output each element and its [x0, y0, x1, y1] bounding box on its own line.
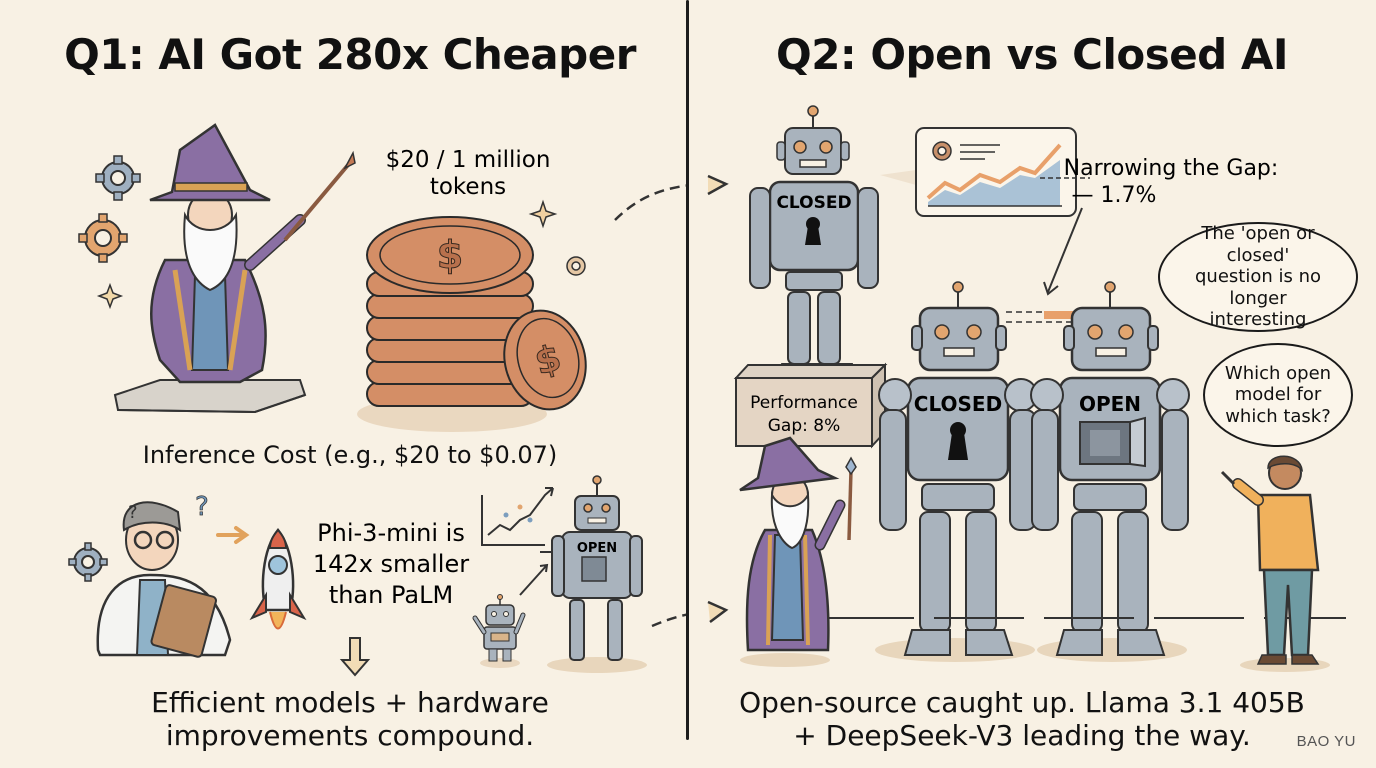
wizard-figure — [739, 436, 857, 667]
transition-arrow-icon — [614, 184, 686, 221]
wizard-figure — [113, 123, 356, 414]
coin-stack-icon: $ $ — [357, 216, 587, 432]
closed-robot-figure: CLOSED — [875, 281, 1038, 662]
transition-arrow-icon — [651, 613, 686, 628]
arrow-icon — [519, 563, 549, 596]
arrow-right-icon — [216, 526, 250, 544]
gear-icon — [68, 542, 108, 582]
open-robot-figure: OPEN — [1030, 281, 1190, 662]
open-robot-label: OPEN — [1079, 392, 1141, 416]
bubble-text-line: interesting — [1209, 309, 1307, 331]
right-panel-illustration: CLOSED Performance Gap: 8% Narrowing the… — [707, 105, 1346, 672]
open-robot-figure: OPEN — [547, 475, 647, 673]
inference-cost-caption: Inference Cost (e.g., $20 to $0.07) — [142, 441, 558, 469]
left-panel-title: Q1: AI Got 280x Cheaper — [64, 30, 636, 79]
gap-marker — [1044, 311, 1074, 319]
sparkle-icon — [96, 282, 124, 310]
podium-label-line1: Performance — [750, 393, 858, 413]
growth-chart-icon — [481, 487, 554, 553]
bubble-text-line: question is no longer — [1194, 266, 1321, 309]
arrowhead-icon — [707, 600, 729, 623]
gear-icon — [78, 213, 128, 263]
caption-line: Efficient models + hardware — [151, 686, 549, 719]
bubble-text-line: Which open — [1224, 362, 1332, 384]
gap-callout-line2: — 1.7% — [1072, 183, 1157, 208]
gear-icon — [566, 256, 586, 276]
phi-callout-line2: 142x smaller — [313, 550, 469, 578]
podium-closed-robot-figure: CLOSED Performance Gap: 8% — [733, 105, 888, 449]
tiny-robot-figure — [472, 594, 526, 668]
bubble-text-line: model for — [1234, 384, 1322, 406]
author-signature: BAO YU — [1296, 733, 1356, 750]
right-panel-title: Q2: Open vs Closed AI — [776, 30, 1289, 79]
podium-label-line2: Gap: 8% — [768, 416, 840, 436]
panel-divider — [686, 0, 689, 740]
svg-text:?: ? — [128, 502, 138, 523]
arrowhead-icon — [707, 174, 729, 196]
caption-line: + DeepSeek-V3 leading the way. — [793, 719, 1251, 753]
arrow-icon — [1043, 207, 1083, 296]
caption-line: improvements compound. — [165, 719, 535, 753]
price-callout-line1: $20 / 1 million — [386, 147, 551, 173]
speech-bubble-open-or-closed: The 'open or closed' question is no long… — [1158, 222, 1358, 332]
sparkle-icon — [528, 199, 558, 229]
closed-robot-label: CLOSED — [914, 392, 1002, 416]
gear-icon — [95, 155, 141, 201]
gap-chart-card — [880, 127, 1090, 217]
arrow-down-icon — [339, 637, 371, 677]
gap-callout-line1: Narrowing the Gap: — [1064, 156, 1279, 181]
bubble-text-line: The 'open or closed' — [1201, 223, 1315, 266]
left-bottom-caption: Efficient models + hardware improvements… — [60, 686, 640, 752]
speech-bubble-which-model: Which open model for which task? — [1203, 343, 1353, 447]
person-pointing-figure — [1220, 455, 1330, 672]
right-bottom-caption: Open-source caught up. Llama 3.1 405B + … — [712, 686, 1332, 752]
gear-icon — [932, 141, 952, 161]
phi-callout-line3: than PaLM — [329, 581, 453, 609]
svg-text:$: $ — [437, 233, 463, 277]
caption-line: Open-source caught up. Llama 3.1 405B — [739, 686, 1305, 719]
rocket-icon — [249, 527, 307, 630]
left-panel-illustration: $20 / 1 million tokens $ $ ? ? — [68, 123, 686, 677]
svg-text:?: ? — [195, 492, 209, 522]
confused-scientist-figure: ? ? — [96, 492, 232, 658]
bubble-text-line: which task? — [1225, 405, 1331, 427]
price-callout-line2: tokens — [430, 174, 506, 200]
phi-callout-line1: Phi-3-mini is — [317, 519, 465, 547]
small-robot-label: OPEN — [577, 541, 617, 556]
podium-robot-label: CLOSED — [776, 193, 851, 213]
